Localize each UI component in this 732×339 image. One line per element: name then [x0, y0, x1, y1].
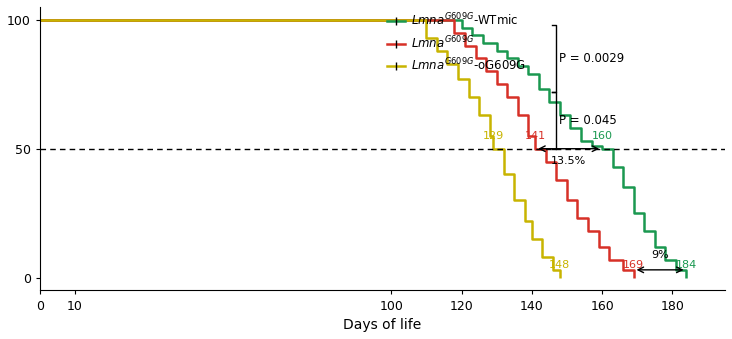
Text: P = 0.045: P = 0.045	[559, 114, 617, 127]
Text: 9%: 9%	[651, 250, 669, 260]
X-axis label: Days of life: Days of life	[343, 318, 422, 332]
Text: 148: 148	[549, 260, 570, 270]
Text: 184: 184	[676, 260, 697, 270]
Text: 169: 169	[623, 260, 644, 270]
Text: P = 0.0029: P = 0.0029	[559, 52, 624, 65]
Text: 129: 129	[482, 131, 504, 141]
Text: 13.5%: 13.5%	[551, 156, 586, 166]
Text: 160: 160	[591, 131, 613, 141]
Text: 141: 141	[525, 131, 546, 141]
Legend: $\mathit{Lmna}^{\mathit{G609G}}$-WTmic, $\mathit{Lmna}^{\mathit{G609G}}$, $\math: $\mathit{Lmna}^{\mathit{G609G}}$-WTmic, …	[383, 7, 531, 78]
